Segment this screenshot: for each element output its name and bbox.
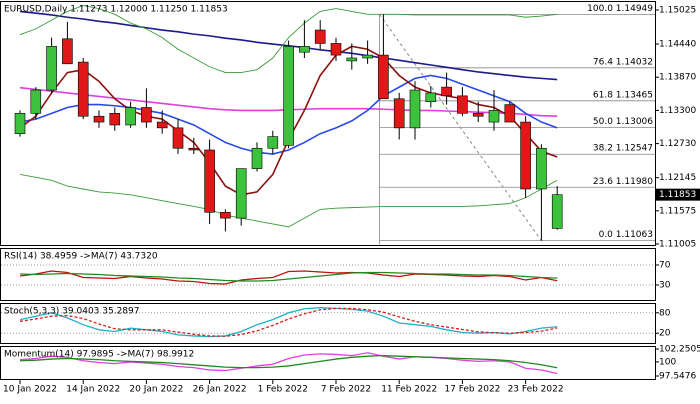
y-tick-label: 1.13300 — [659, 106, 696, 116]
candle-body — [172, 127, 184, 149]
candle-body — [141, 107, 152, 123]
x-tick-label: 14 Jan 2022 — [66, 385, 120, 395]
fib-label: 100.0 1.14949 — [587, 4, 653, 14]
candle-body — [520, 121, 531, 190]
moving-average — [19, 174, 558, 228]
y-tick-label: 1.12145 — [659, 173, 696, 183]
x-tick-label: 26 Jan 2022 — [193, 385, 247, 395]
x-tick-label: 17 Feb 2022 — [444, 385, 500, 395]
candle-body — [267, 136, 279, 149]
indicator-line — [19, 354, 558, 369]
y-tick-label: 102.2505 — [659, 345, 700, 355]
candle-body — [314, 29, 326, 44]
candle-body — [62, 38, 73, 65]
y-tick-label: 1.11005 — [659, 240, 696, 250]
candle-body — [488, 110, 500, 123]
candle-body — [441, 86, 452, 97]
x-tick-label: 20 Jan 2022 — [129, 385, 183, 395]
panel-title: Stoch(5,3,3) 39.0403 35.2897 — [4, 307, 139, 317]
x-tick-label: 11 Feb 2022 — [381, 385, 437, 395]
candle-body — [46, 46, 57, 91]
candle-body — [188, 147, 200, 151]
x-tick-label: 7 Feb 2022 — [321, 385, 371, 395]
candle-body — [125, 107, 136, 126]
candle-body — [536, 147, 547, 190]
last-price-box — [655, 188, 700, 201]
y-tick-label: 1.15025 — [659, 5, 696, 15]
panel-title: Momentum(14) 97.9895 ->MA(7) 98.9912 — [4, 350, 194, 360]
rsi-panel-frame — [0, 248, 656, 301]
x-tick-label: 10 Jan 2022 — [3, 385, 57, 395]
chart-title: EURUSD,Daily 1.11273 1.12000 1.11250 1.1… — [4, 5, 228, 15]
indicator-line — [19, 352, 558, 375]
indicator-line — [19, 307, 558, 338]
fib-label: 61.8 1.13465 — [593, 90, 653, 100]
indicator-line — [19, 270, 558, 285]
y-tick-label: 97.5476 — [659, 372, 696, 382]
fib-label: 0.0 1.11063 — [599, 230, 653, 240]
candle-body — [204, 149, 215, 213]
indicator-line — [19, 271, 558, 282]
y-tick-label: 1.12730 — [659, 139, 696, 149]
fib-label: 23.6 1.11980 — [593, 177, 653, 187]
candle-body — [156, 121, 168, 129]
candle-body — [425, 92, 437, 102]
candle-body — [30, 89, 42, 114]
candle-body — [299, 46, 310, 53]
y-tick-label: 70 — [659, 261, 671, 271]
panel-title: RSI(14) 38.4959 ->MA(7) 43.7320 — [4, 252, 158, 262]
candle-body — [93, 115, 105, 123]
y-tick-label: 80 — [659, 308, 671, 318]
candle-body — [551, 194, 563, 229]
candle-body — [472, 113, 484, 117]
candle-body — [109, 113, 121, 126]
x-tick-label: 1 Feb 2022 — [258, 385, 308, 395]
y-tick-label: 1.13870 — [659, 73, 696, 83]
momentum-panel-frame — [0, 346, 656, 380]
y-tick-label: 30 — [659, 281, 671, 291]
candle-body — [362, 54, 373, 59]
stoch-panel-frame — [0, 303, 656, 344]
candle-body — [393, 98, 405, 129]
candle-body — [77, 61, 89, 117]
y-tick-label: 1.11575 — [659, 206, 696, 216]
candle-body — [346, 57, 358, 62]
x-tick-label: 23 Feb 2022 — [508, 385, 564, 395]
indicator-line — [19, 307, 558, 337]
candle-body — [14, 113, 26, 134]
y-tick-label: 100 — [659, 357, 676, 367]
moving-average — [19, 5, 558, 74]
candle-body — [235, 168, 247, 219]
candle-body — [409, 89, 421, 129]
candle-body — [457, 95, 468, 114]
candle-body — [220, 211, 231, 219]
candle-body — [504, 104, 516, 123]
last-price-label: 1.11853 — [659, 190, 696, 200]
candle-body — [330, 43, 342, 56]
main-panel-frame — [0, 1, 656, 246]
fib-trend — [378, 14, 542, 241]
fib-label: 76.4 1.14032 — [593, 57, 653, 67]
y-tick-label: 20 — [659, 329, 671, 339]
fib-label: 50.0 1.13006 — [593, 117, 653, 127]
candle-body — [378, 54, 389, 100]
fib-label: 38.2 1.12547 — [593, 144, 653, 154]
candle-body — [251, 147, 263, 169]
candle-body — [283, 46, 294, 146]
moving-average — [19, 74, 558, 155]
y-tick-label: 1.14440 — [659, 40, 696, 50]
